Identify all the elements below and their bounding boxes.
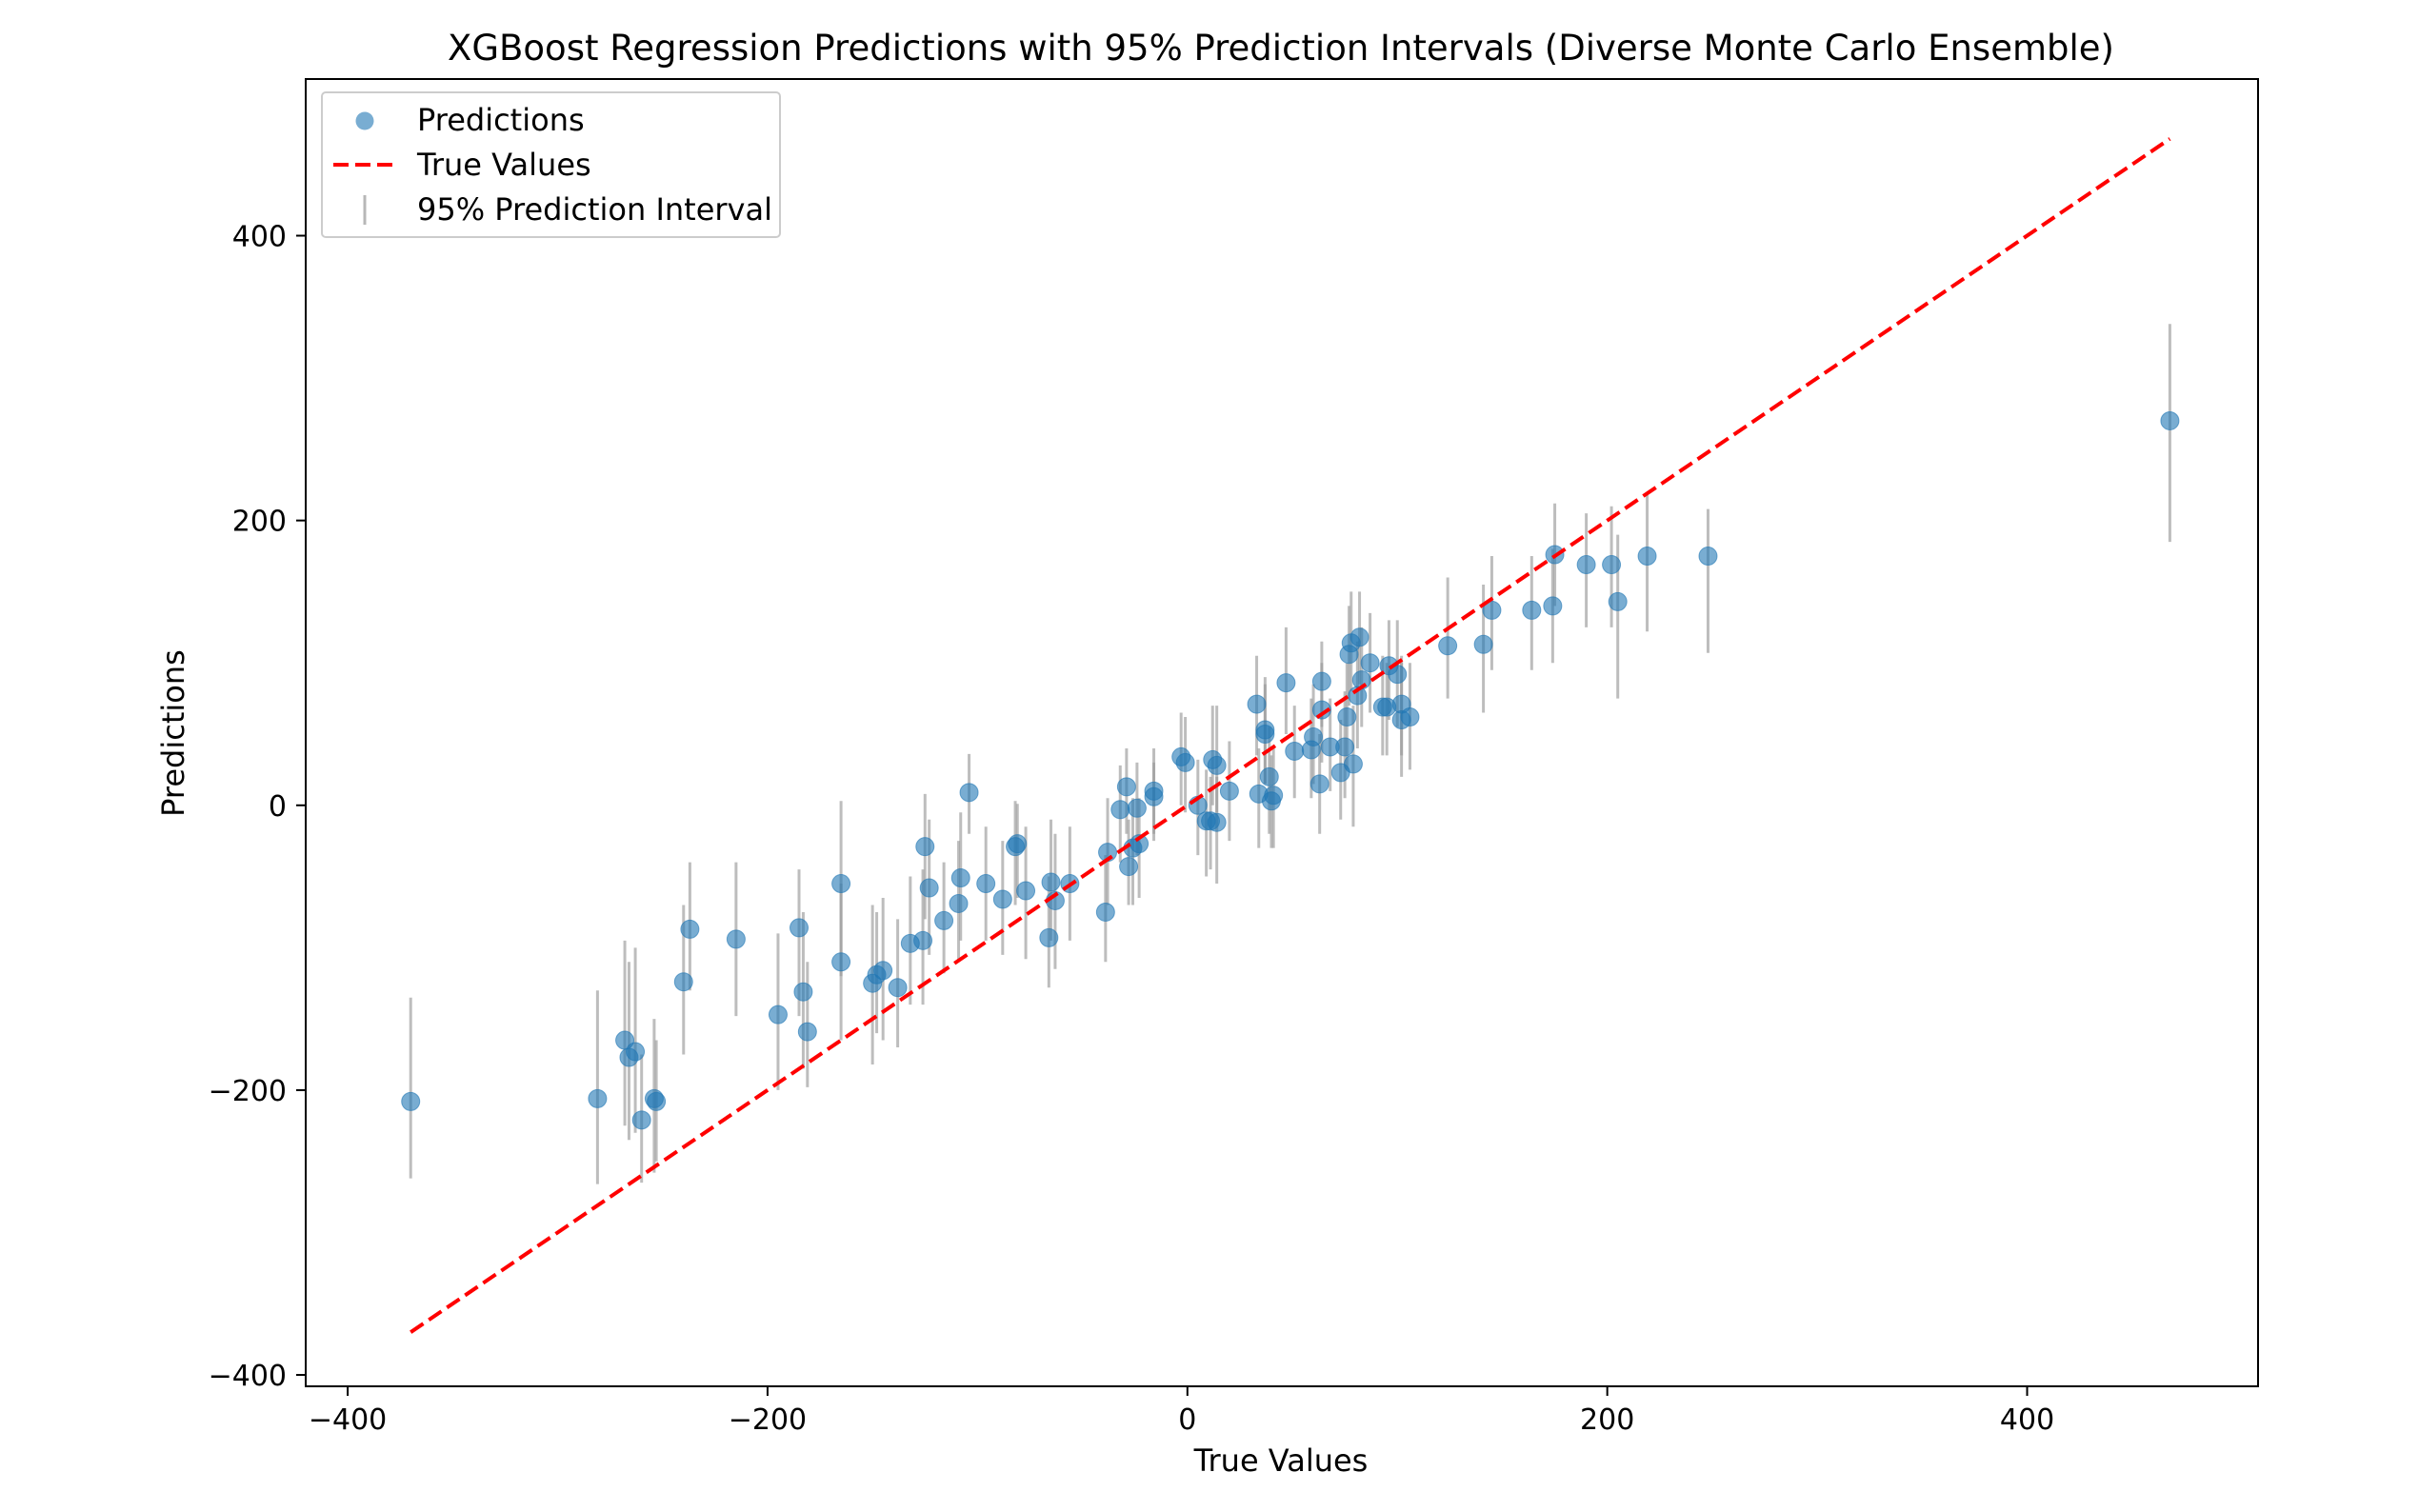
prediction-point — [1285, 741, 1305, 761]
prediction-point — [1482, 600, 1502, 620]
prediction-point — [626, 1042, 646, 1062]
prediction-point — [1127, 798, 1147, 818]
prediction-point — [1543, 596, 1563, 616]
prediction-point — [888, 978, 908, 998]
prediction-point — [1522, 600, 1542, 620]
prediction-point — [1360, 653, 1380, 673]
y-tick-label: −400 — [209, 1360, 287, 1393]
prediction-point — [1207, 755, 1227, 775]
prediction-point — [1255, 720, 1275, 740]
prediction-point — [1343, 754, 1363, 774]
prediction-point — [1602, 555, 1622, 575]
prediction-point — [1175, 752, 1195, 772]
prediction-point — [1219, 781, 1239, 801]
prediction-point — [1400, 707, 1420, 727]
prediction-point — [1608, 591, 1628, 611]
prediction-point — [976, 874, 996, 894]
prediction-point — [1110, 800, 1130, 820]
prediction-point — [1130, 834, 1150, 854]
chart-title: XGBoost Regression Predictions with 95% … — [448, 28, 2114, 69]
prediction-point — [680, 919, 700, 939]
prediction-point — [1144, 786, 1164, 806]
y-tick-label: 0 — [269, 790, 287, 824]
prediction-point — [1337, 707, 1357, 727]
prediction-point — [950, 868, 970, 888]
prediction-point — [1637, 547, 1657, 567]
prediction-point — [1247, 694, 1267, 714]
legend-predictions-label: Predictions — [417, 102, 585, 138]
prediction-point — [1311, 671, 1331, 691]
y-tick-label: 200 — [232, 506, 287, 539]
x-tick-label: 400 — [2000, 1403, 2054, 1437]
prediction-point — [1473, 634, 1493, 654]
prediction-point — [1116, 777, 1136, 797]
x-tick-label: 200 — [1580, 1403, 1634, 1437]
prediction-point — [1349, 627, 1369, 647]
prediction-point — [1576, 555, 1596, 575]
legend-interval-label: 95% Prediction Interval — [417, 191, 772, 228]
prediction-point — [401, 1091, 421, 1111]
prediction-point — [2160, 410, 2180, 430]
legend: Predictions True Values 95% Prediction I… — [321, 91, 781, 238]
prediction-point — [1095, 902, 1115, 922]
prediction-point — [1276, 673, 1296, 693]
point-group — [401, 410, 2180, 1130]
prediction-point — [1008, 834, 1028, 854]
prediction-point — [1698, 547, 1718, 567]
prediction-point — [726, 929, 746, 949]
x-tick-label: 0 — [1178, 1403, 1196, 1437]
prediction-point — [1309, 774, 1329, 794]
prediction-point — [631, 1110, 651, 1130]
prediction-point — [1259, 766, 1279, 786]
prediction-point — [1335, 737, 1355, 757]
prediction-point — [992, 889, 1012, 909]
prediction-point — [949, 893, 969, 913]
prediction-point — [1016, 881, 1036, 901]
prediction-point — [913, 930, 933, 950]
prediction-point — [831, 874, 851, 894]
prediction-point — [1388, 665, 1408, 685]
prediction-point — [831, 952, 851, 972]
prediction-point — [797, 1022, 817, 1042]
x-tick-label: −400 — [309, 1403, 387, 1437]
prediction-point — [647, 1091, 667, 1111]
prediction-point — [790, 918, 810, 938]
x-axis-label: True Values — [1193, 1442, 1369, 1479]
prediction-point — [1311, 700, 1331, 720]
prediction-point — [1438, 636, 1458, 656]
y-tick-label: −200 — [209, 1075, 287, 1108]
prediction-point — [1304, 726, 1324, 746]
legend-predictions-marker — [355, 111, 374, 130]
prediction-point — [1041, 872, 1061, 892]
true-values-line — [410, 137, 2171, 1334]
y-tick-label: 400 — [232, 221, 287, 254]
legend-true-values-label: True Values — [416, 147, 591, 183]
prediction-point — [793, 982, 813, 1002]
prediction-point — [915, 837, 935, 857]
prediction-point — [934, 910, 954, 930]
prediction-point — [588, 1088, 608, 1108]
legend-box — [321, 91, 781, 238]
prediction-point — [919, 878, 939, 898]
prediction-point — [768, 1005, 788, 1025]
prediction-point — [1264, 786, 1284, 806]
y-axis-label: Predictions — [155, 649, 191, 817]
plot-frame — [305, 78, 2259, 1387]
y-axis: −400 −200 0 200 400 — [209, 221, 306, 1393]
prediction-point — [873, 961, 893, 981]
prediction-point — [1207, 812, 1227, 832]
prediction-point — [1039, 927, 1059, 947]
prediction-point — [673, 972, 693, 992]
x-axis: −400 −200 0 200 400 — [309, 1386, 2054, 1437]
plot-area — [305, 78, 2259, 1387]
x-tick-label: −200 — [729, 1403, 807, 1437]
prediction-point — [1119, 857, 1139, 877]
prediction-point — [959, 783, 979, 803]
